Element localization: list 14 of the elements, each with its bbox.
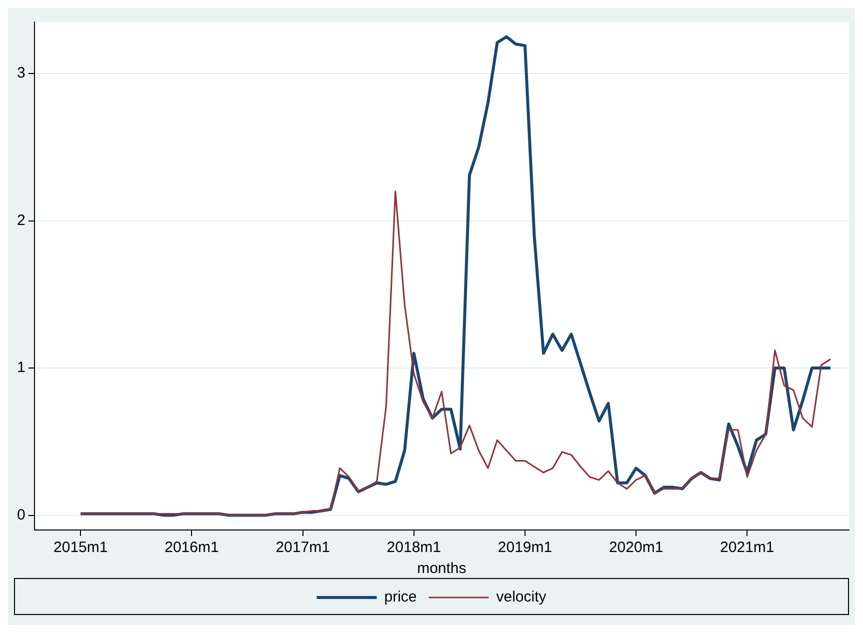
x-tick-label: 2021m1 <box>720 539 774 556</box>
y-tick-label: 2 <box>17 212 26 229</box>
x-axis-title: months <box>417 560 466 578</box>
x-tick-label: 2018m1 <box>386 539 442 556</box>
y-tick-label: 1 <box>17 359 26 376</box>
x-tick-label: 2015m1 <box>54 539 108 556</box>
legend-label: velocity <box>496 588 547 606</box>
x-tick-label: 2020m1 <box>608 539 664 556</box>
y-tick-label: 0 <box>17 506 26 524</box>
x-tick-label: 2017m1 <box>276 539 330 556</box>
x-tick-label: 2019m1 <box>498 539 552 556</box>
x-tick-label: 2016m1 <box>164 539 219 556</box>
y-tick-label: 3 <box>17 64 26 82</box>
legend-label: price <box>384 588 417 606</box>
